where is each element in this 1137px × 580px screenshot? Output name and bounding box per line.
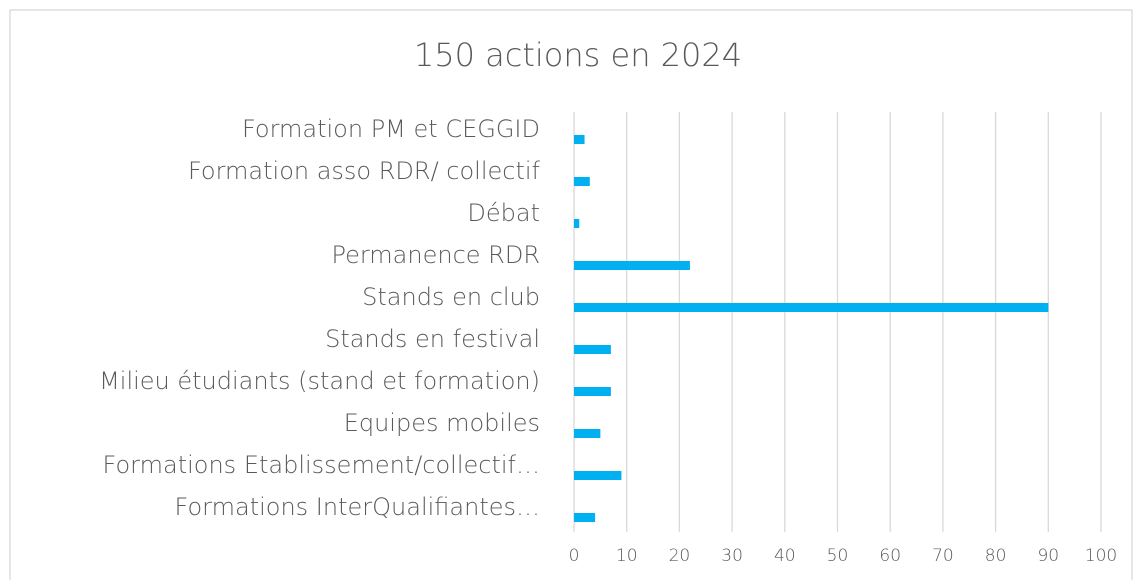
x-tick-label: 80 (985, 546, 1007, 566)
y-tick-label: Stands en festival (325, 325, 540, 353)
y-tick-label: Milieu étudiants (stand et formation) (99, 367, 540, 395)
x-tick-label: 20 (669, 546, 691, 566)
y-tick-label: Formations Etablissement/collectif… (103, 451, 540, 479)
y-tick-label: Formations InterQualifiantes… (175, 493, 540, 521)
x-tick-label: 70 (932, 546, 954, 566)
bar (574, 261, 690, 270)
x-tick-label: 60 (879, 546, 901, 566)
x-tick-label: 0 (569, 546, 580, 566)
y-tick-label: Formation PM et CEGGID (242, 115, 540, 143)
bar (574, 471, 622, 480)
x-tick-label: 90 (1037, 546, 1059, 566)
y-tick-label: Permanence RDR (331, 241, 540, 269)
chart-frame (9, 9, 1133, 580)
x-tick-label: 50 (827, 546, 849, 566)
x-tick-label: 100 (1085, 546, 1117, 566)
bar (574, 219, 580, 228)
y-tick-label: Débat (467, 199, 540, 227)
bar (574, 177, 590, 186)
bar (574, 429, 601, 438)
x-tick-label: 30 (721, 546, 743, 566)
y-tick-label: Equipes mobiles (344, 409, 540, 437)
x-tick-label: 40 (774, 546, 796, 566)
y-tick-label: Formation asso RDR/ collectif (188, 157, 541, 185)
chart-title: 150 actions en 2024 (414, 36, 742, 74)
y-tick-label: Stands en club (362, 283, 540, 311)
bar (574, 387, 611, 396)
bar (574, 135, 585, 144)
bar (574, 513, 596, 522)
x-tick-label: 10 (616, 546, 638, 566)
bar (574, 303, 1049, 312)
bar (574, 345, 611, 354)
